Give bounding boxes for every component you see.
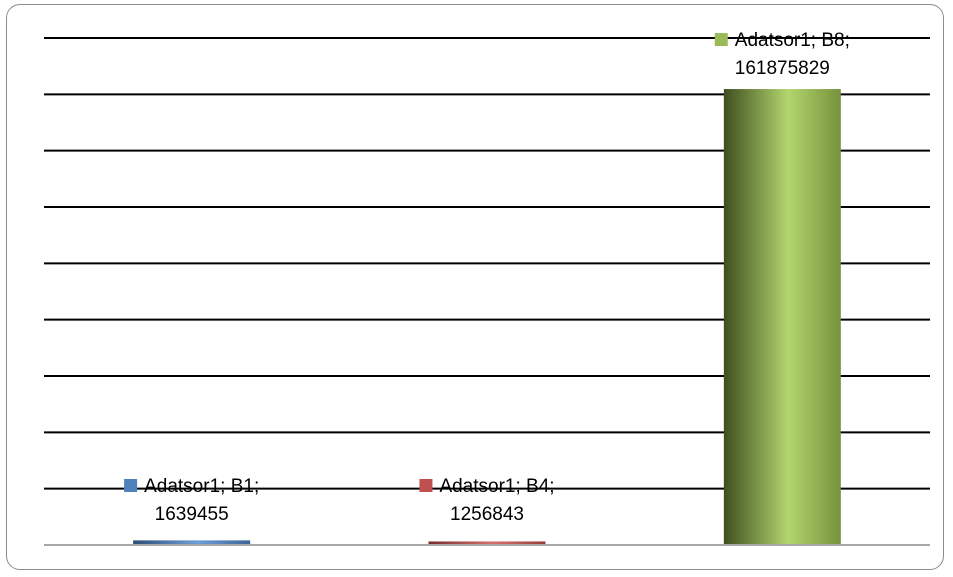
data-label-line2: 1639455 bbox=[155, 504, 229, 525]
legend-key-b8 bbox=[714, 33, 728, 47]
bar-b4 bbox=[428, 541, 546, 545]
data-label-line2: 1256843 bbox=[450, 504, 524, 525]
data-label-line1: Adatsor1; B8; bbox=[735, 30, 850, 51]
data-label-line1: Adatsor1; B4; bbox=[439, 476, 554, 497]
bar-b1 bbox=[133, 540, 251, 545]
legend-key-b4 bbox=[419, 479, 433, 492]
data-label-line1: Adatsor1; B1; bbox=[144, 476, 259, 497]
data-label-b4: Adatsor1; B4; 1256843 bbox=[419, 476, 555, 525]
legend-key-b1 bbox=[124, 479, 138, 492]
data-label-b8: Adatsor1; B8; 161875829 bbox=[714, 30, 850, 79]
data-label-line2: 161875829 bbox=[735, 58, 830, 79]
bar-b8 bbox=[723, 89, 841, 546]
data-label-b1: Adatsor1; B1; 1639455 bbox=[124, 476, 259, 525]
data-labels: Adatsor1; B1; 1639455 Adatsor1; B4; 1256843… bbox=[124, 30, 850, 525]
bars bbox=[133, 89, 841, 546]
